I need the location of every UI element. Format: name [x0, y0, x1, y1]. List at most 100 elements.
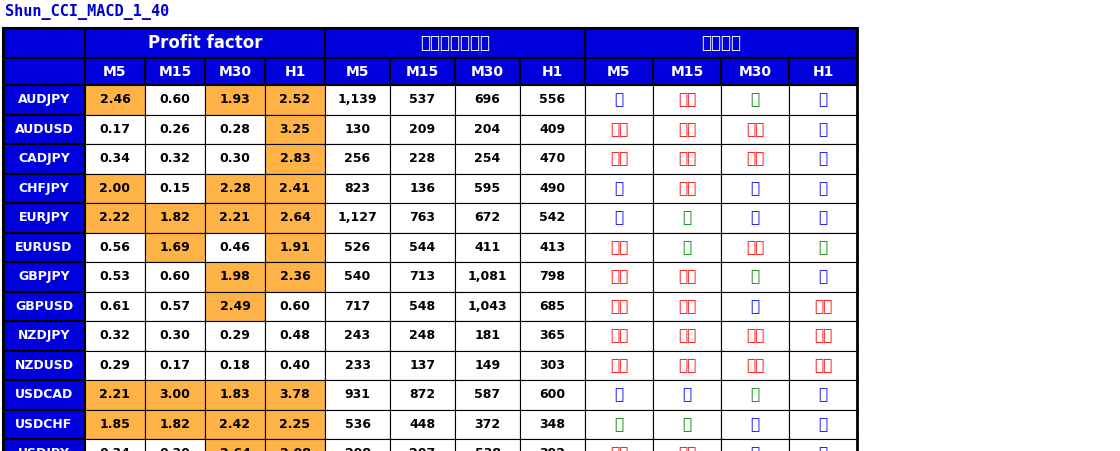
Bar	[390, 350, 455, 380]
Bar	[205, 262, 265, 291]
Bar	[3, 115, 85, 144]
Text: 372: 372	[475, 418, 501, 431]
Bar	[585, 380, 653, 410]
Text: 2.21: 2.21	[220, 211, 251, 224]
Bar	[205, 174, 265, 203]
Bar	[144, 203, 205, 233]
Bar	[3, 174, 85, 203]
Text: Profit factor: Profit factor	[148, 34, 262, 52]
Text: 2.52: 2.52	[280, 93, 310, 106]
Bar	[390, 174, 455, 203]
Bar	[205, 350, 265, 380]
Bar	[325, 233, 390, 262]
Bar	[520, 58, 585, 85]
Text: 2.41: 2.41	[280, 182, 310, 195]
Text: 1.91: 1.91	[280, 241, 310, 254]
Text: 1.82: 1.82	[159, 211, 190, 224]
Text: 0.29: 0.29	[220, 329, 251, 342]
Text: 優: 優	[819, 210, 828, 225]
Bar	[325, 350, 390, 380]
Text: 優: 優	[750, 446, 759, 451]
Bar	[85, 380, 144, 410]
Bar	[144, 174, 205, 203]
Bar	[144, 85, 205, 115]
Bar	[144, 115, 205, 144]
Text: 540: 540	[344, 270, 371, 283]
Bar	[585, 291, 653, 321]
Text: お勧め度: お勧め度	[701, 34, 741, 52]
Bar	[265, 321, 325, 350]
Bar	[788, 380, 857, 410]
Text: 181: 181	[475, 329, 501, 342]
Bar	[3, 233, 85, 262]
Text: USDCHF: USDCHF	[16, 418, 73, 431]
Bar	[144, 350, 205, 380]
Text: 448: 448	[410, 418, 436, 431]
Bar	[3, 350, 85, 380]
Text: 303: 303	[540, 359, 566, 372]
Bar	[265, 439, 325, 451]
Text: 2.42: 2.42	[220, 418, 251, 431]
Bar	[653, 291, 721, 321]
Bar	[520, 291, 585, 321]
Text: 1,043: 1,043	[468, 300, 507, 313]
Text: 2.64: 2.64	[280, 211, 310, 224]
Text: 不可: 不可	[814, 358, 832, 373]
Bar	[520, 439, 585, 451]
Text: 優: 優	[819, 181, 828, 196]
Text: 優: 優	[615, 181, 624, 196]
Bar	[144, 233, 205, 262]
Text: 0.60: 0.60	[159, 93, 190, 106]
Bar	[85, 115, 144, 144]
Bar	[205, 439, 265, 451]
Text: 717: 717	[344, 300, 371, 313]
Text: GBPUSD: GBPUSD	[15, 300, 73, 313]
Bar	[325, 410, 390, 439]
Bar	[85, 321, 144, 350]
Text: 248: 248	[410, 329, 436, 342]
Bar	[325, 291, 390, 321]
Text: 413: 413	[540, 241, 566, 254]
Text: 130: 130	[345, 123, 371, 136]
Text: 3.78: 3.78	[280, 388, 310, 401]
Bar	[85, 410, 144, 439]
Text: 365: 365	[540, 329, 566, 342]
Text: 348: 348	[540, 418, 566, 431]
Text: 696: 696	[475, 93, 501, 106]
Bar	[3, 439, 85, 451]
Bar	[265, 203, 325, 233]
Text: Shun_CCI_MACD_1_40: Shun_CCI_MACD_1_40	[4, 4, 169, 20]
Bar	[3, 410, 85, 439]
Bar	[585, 174, 653, 203]
Text: 良: 良	[682, 240, 691, 255]
Text: 3.25: 3.25	[280, 123, 310, 136]
Bar	[585, 439, 653, 451]
Bar	[653, 439, 721, 451]
Text: 優: 優	[615, 387, 624, 402]
Text: 411: 411	[475, 241, 501, 254]
Bar	[205, 233, 265, 262]
Text: 2.25: 2.25	[280, 418, 310, 431]
Text: 不可: 不可	[610, 446, 628, 451]
Text: 優: 優	[819, 122, 828, 137]
Text: 良: 良	[819, 240, 828, 255]
Text: H1: H1	[812, 64, 833, 78]
Bar	[721, 115, 788, 144]
Bar	[265, 115, 325, 144]
Bar	[455, 262, 520, 291]
Text: 0.61: 0.61	[100, 300, 130, 313]
Bar	[520, 262, 585, 291]
Bar	[585, 321, 653, 350]
Text: 0.53: 0.53	[100, 270, 130, 283]
Bar	[653, 115, 721, 144]
Text: 2.00: 2.00	[100, 182, 131, 195]
Text: EURJPY: EURJPY	[19, 211, 69, 224]
Text: 0.32: 0.32	[100, 329, 130, 342]
Bar	[325, 174, 390, 203]
Text: 不可: 不可	[610, 358, 628, 373]
Bar	[520, 174, 585, 203]
Text: NZDJPY: NZDJPY	[18, 329, 71, 342]
Text: 0.30: 0.30	[220, 152, 251, 165]
Text: 不可: 不可	[678, 122, 697, 137]
Text: 不可: 不可	[678, 269, 697, 284]
